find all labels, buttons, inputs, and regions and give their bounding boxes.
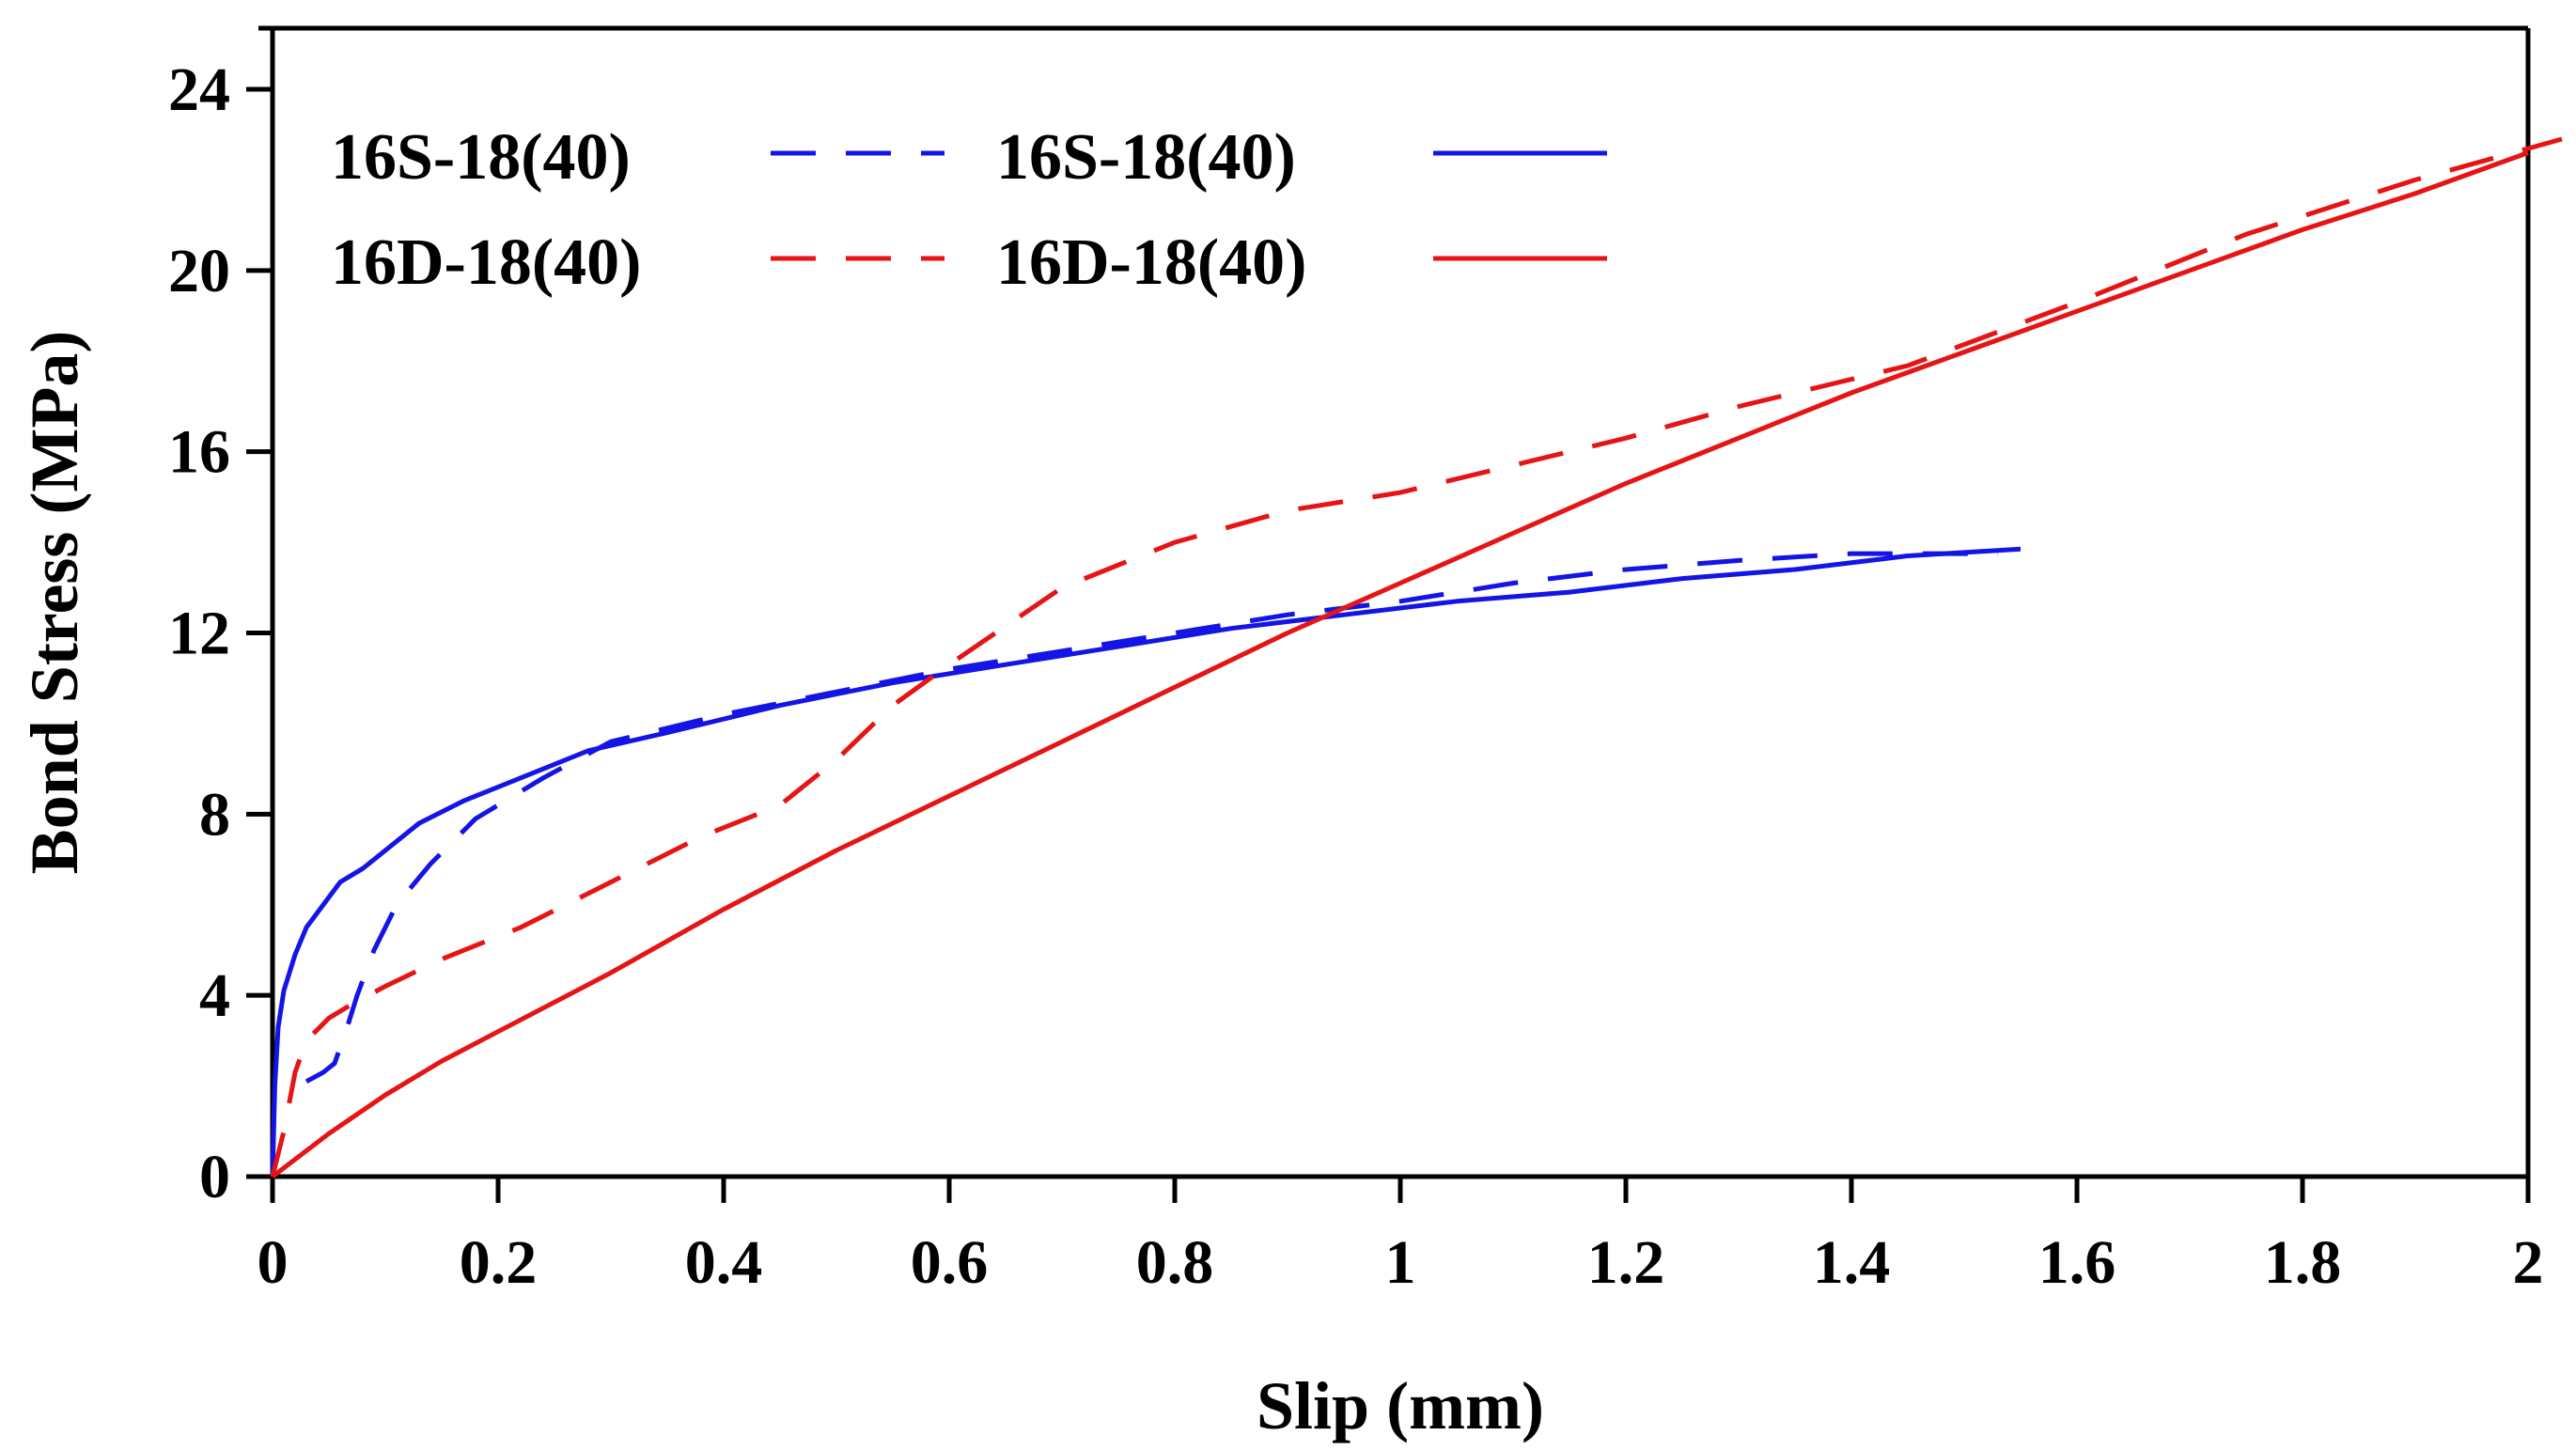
y-tick-label: 0: [199, 1143, 230, 1211]
y-tick-label: 20: [168, 237, 230, 305]
legend-label-16d-solid: 16D-18(40): [996, 226, 1306, 299]
y-axis-title: Bond Stress (MPa): [17, 331, 92, 875]
x-tick-label: 1.8: [2264, 1228, 2342, 1297]
y-axis-ticks: 0 4 8 12 16 20 24: [168, 55, 273, 1211]
x-tick-label: 0.2: [460, 1228, 538, 1297]
x-axis-title: Slip (mm): [1257, 1368, 1544, 1443]
y-tick-label: 4: [199, 961, 230, 1030]
y-tick-label: 16: [168, 418, 230, 487]
x-tick-label: 0.8: [1136, 1228, 1214, 1297]
legend-label-16s-dashed: 16S-18(40): [331, 121, 631, 194]
legend-label-16d-dashed: 16D-18(40): [331, 226, 641, 299]
x-axis-ticks: 0 0.2 0.4 0.6 0.8 1 1.2 1.4 1.6 1.8 2: [258, 1177, 2544, 1297]
legend: 16S-18(40) 16S-18(40) 16D-18(40) 16D-18(…: [331, 121, 1607, 299]
y-tick-label: 12: [168, 600, 230, 668]
series-layer: [270, 136, 2563, 1178]
x-tick-label: 2: [2513, 1228, 2544, 1297]
x-tick-label: 1.6: [2038, 1228, 2116, 1297]
series-16s-dashed-line: [304, 551, 1998, 1084]
y-tick-label: 8: [199, 780, 230, 849]
x-tick-label: 0: [258, 1228, 289, 1297]
y-tick-label: 24: [168, 55, 230, 124]
x-tick-label: 0.4: [685, 1228, 763, 1297]
legend-label-16s-solid: 16S-18(40): [996, 121, 1296, 194]
series-16s-solid-line: [270, 546, 2022, 1178]
series-16d-solid-line: [271, 150, 2529, 1178]
x-tick-label: 1: [1385, 1228, 1416, 1297]
x-tick-label: 1.4: [1813, 1228, 1891, 1297]
x-tick-label: 1.2: [1587, 1228, 1665, 1297]
series-16d-dashed-line: [270, 136, 2563, 1178]
x-tick-label: 0.6: [911, 1228, 989, 1297]
